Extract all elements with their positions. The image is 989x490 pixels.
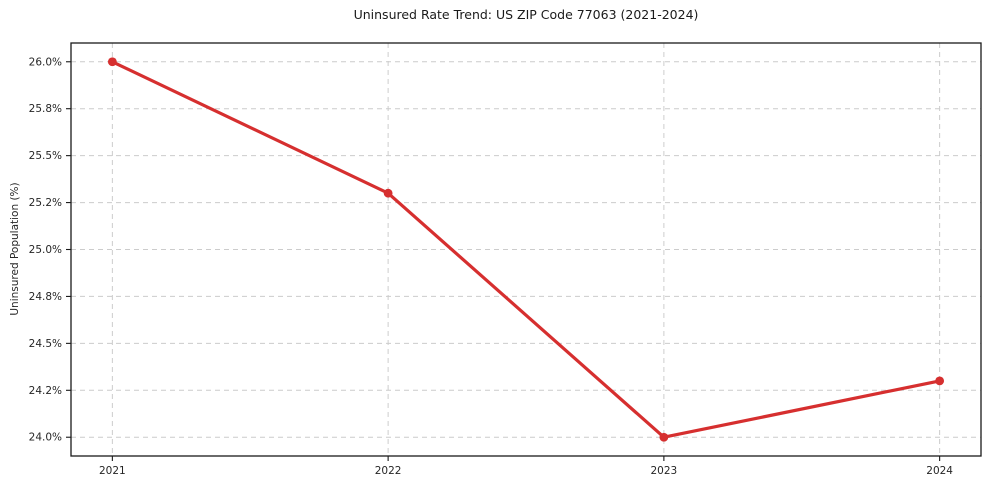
y-tick-label: 24.5% — [29, 338, 62, 350]
x-tick-label: 2021 — [99, 465, 126, 477]
x-tick-label: 2022 — [375, 465, 402, 477]
y-axis-label: Uninsured Population (%) — [9, 182, 21, 316]
y-tick-label: 24.8% — [29, 291, 62, 303]
x-tick-label: 2023 — [651, 465, 678, 477]
data-point — [935, 376, 945, 386]
data-point — [659, 432, 669, 442]
y-tick-label: 26.0% — [29, 56, 62, 68]
y-tick-label: 25.5% — [29, 150, 62, 162]
y-tick-label: 25.8% — [29, 103, 62, 115]
data-point — [383, 188, 393, 198]
trend-line — [110, 60, 942, 439]
chart-title: Uninsured Rate Trend: US ZIP Code 77063 … — [353, 7, 699, 22]
y-tick-label: 24.2% — [29, 385, 62, 397]
x-tick-label: 2024 — [926, 465, 953, 477]
y-tick-label: 25.2% — [29, 197, 62, 209]
y-tick-label: 24.0% — [29, 432, 62, 444]
y-tick-label: 25.0% — [29, 244, 62, 256]
data-point — [107, 57, 117, 67]
